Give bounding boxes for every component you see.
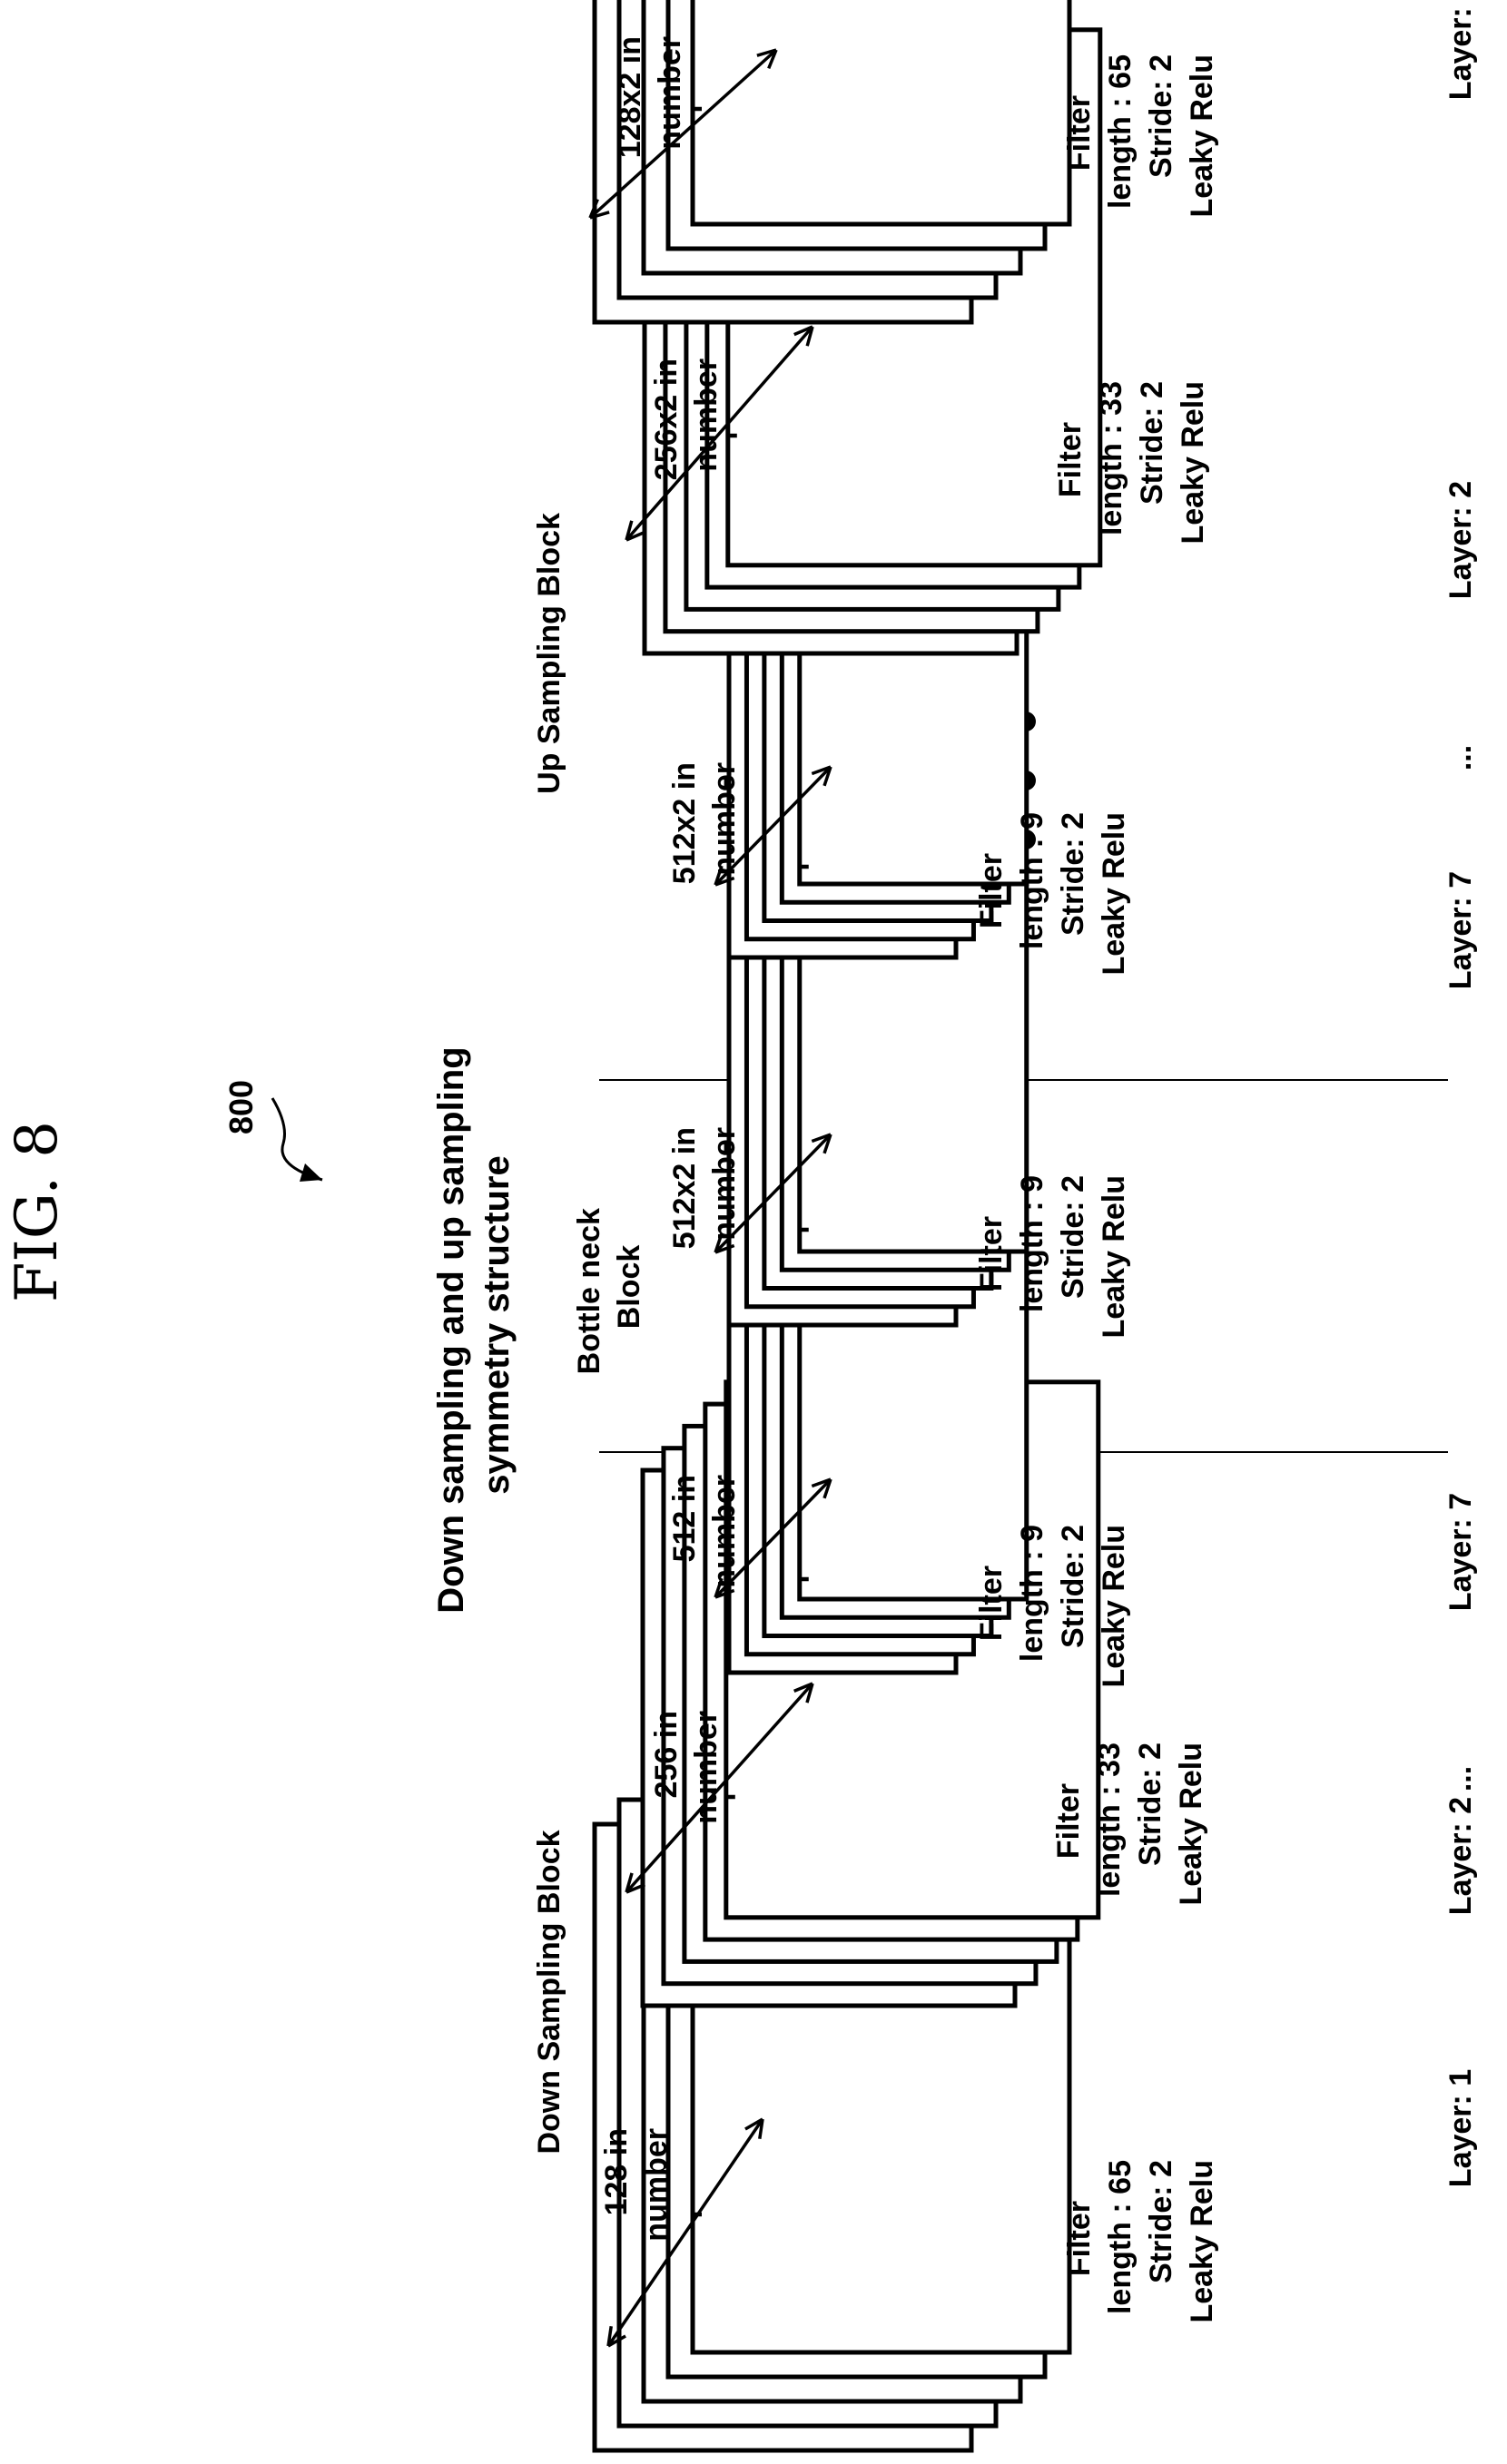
filter-label: Filter	[1053, 422, 1088, 497]
filter-count-arrow	[606, 2118, 764, 2347]
filter-count-arrow	[625, 1682, 814, 1894]
layer-label: Layer: 7	[1443, 1493, 1478, 1611]
filter-label: Filter	[974, 853, 1009, 928]
stride-label: Stride: 2	[1056, 1175, 1090, 1299]
layer-label: Layer: 2	[1443, 481, 1478, 599]
length-label: length : 33	[1094, 381, 1128, 535]
up-sampling-block-title: Up Sampling Block	[532, 513, 566, 794]
reference-arrow	[271, 1097, 323, 1182]
arrowhead	[625, 1682, 814, 1894]
filter-count-label: 128x2 in number	[613, 36, 687, 158]
filter-count-arrow	[714, 765, 832, 887]
diagram-title: Down sampling and up sampling symmetry s…	[431, 1036, 517, 1614]
diagram-title-line2: symmetry structure	[477, 1155, 517, 1495]
length-label: length : 9	[1015, 812, 1049, 949]
arrowhead	[606, 2117, 764, 2348]
length-label: length : 33	[1092, 1742, 1127, 1897]
filter-label: Filter	[974, 1216, 1009, 1291]
filter-count-label: 512x2 in number	[667, 762, 742, 884]
stride-label: Stride: 2	[1135, 381, 1169, 505]
stack-up-1: Filter length : 65 Stride: 2 Leaky Relu 128x…	[588, 0, 1478, 325]
stride-label: Stride: 2	[1144, 54, 1178, 178]
arrowhead	[714, 765, 832, 887]
length-label: length : 9	[1015, 1525, 1049, 1662]
reference-number: 800	[222, 1080, 260, 1134]
filter-label: Filter	[1062, 2201, 1097, 2276]
filter-label: Filter	[974, 1566, 1009, 1641]
activation-label: Leaky Relu	[1174, 1742, 1208, 1906]
filter-count-label: 256 in number	[649, 1711, 724, 1824]
filter-label: Filter	[1051, 1783, 1086, 1859]
layer-label: Layer: 2	[1443, 1797, 1478, 1915]
arrowhead	[714, 1133, 832, 1254]
arrowhead	[588, 48, 778, 220]
arrowhead	[714, 1477, 832, 1599]
bottleneck-title-line2: Block	[612, 1245, 646, 1330]
filter-count-label: 512x2 in number	[667, 1127, 742, 1249]
filter-count-arrow	[588, 48, 778, 220]
activation-label: Leaky Relu	[1097, 812, 1131, 976]
filter-label: Filter	[1062, 95, 1097, 171]
activation-label: Leaky Relu	[1097, 1175, 1131, 1339]
activation-label: Leaky Relu	[1185, 54, 1219, 218]
down-sampling-block-title: Down Sampling Block	[532, 1830, 566, 2154]
stride-label: Stride: 2	[1144, 2160, 1178, 2283]
layer-label: Layer: 1	[1443, 0, 1478, 100]
ellipsis-down: ...	[1443, 1766, 1478, 1792]
filter-count-arrow	[714, 1133, 832, 1254]
length-label: length : 65	[1103, 2160, 1138, 2314]
filter-count-arrow	[714, 1477, 832, 1599]
bottleneck-block-title: Bottle neck Block	[572, 1200, 646, 1375]
stride-label: Stride: 2	[1133, 1742, 1167, 1866]
filter-count-label: 256x2 in number	[649, 358, 724, 480]
length-label: length : 9	[1015, 1175, 1049, 1312]
reference-arrowhead	[300, 1163, 322, 1182]
stride-label: Stride: 2	[1056, 1525, 1090, 1648]
arrowhead	[625, 325, 814, 542]
figure-label: FIG. 8	[4, 1121, 71, 1302]
filter-count-arrow	[625, 325, 814, 542]
length-label: length : 65	[1103, 54, 1138, 209]
layer-label: Layer: 7	[1443, 871, 1478, 989]
bottleneck-title-line1: Bottle neck	[572, 1208, 606, 1374]
filter-sheet	[690, 0, 1072, 227]
activation-label: Leaky Relu	[1097, 1525, 1131, 1688]
activation-label: Leaky Relu	[1185, 2160, 1219, 2323]
activation-label: Leaky Relu	[1176, 381, 1210, 545]
diagram-title-line1: Down sampling and up sampling	[431, 1046, 471, 1613]
layer-label: Layer: 1	[1443, 2069, 1478, 2187]
layer-stacks: Filter length : 65 Stride: 2 Leaky Relu128 …	[588, 0, 1478, 2453]
filter-count-label: 128 in number	[599, 2128, 674, 2242]
ellipsis-up: ...	[1443, 745, 1478, 771]
filter-count-label: 512 in number	[667, 1475, 742, 1588]
stride-label: Stride: 2	[1056, 812, 1090, 936]
